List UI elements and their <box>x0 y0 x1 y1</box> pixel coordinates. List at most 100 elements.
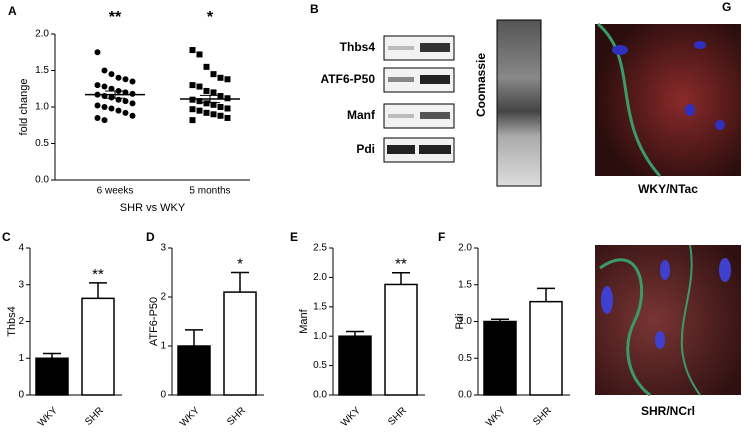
dot <box>203 87 210 94</box>
y-tick-label: 1.0 <box>313 331 327 342</box>
x-tick-label: SHR <box>531 405 554 428</box>
stain-label: Coomassie <box>474 53 488 117</box>
annotation: * <box>237 255 243 272</box>
dot <box>217 93 224 100</box>
dot <box>224 114 231 121</box>
x-tick-label: WKY <box>36 405 60 428</box>
dot <box>94 102 101 109</box>
dot <box>210 101 217 108</box>
x-tick-label: 6 weeks <box>97 186 134 197</box>
dot <box>115 74 122 81</box>
y-axis-label: Pdi <box>454 314 466 330</box>
dot <box>196 98 203 105</box>
band <box>419 145 451 154</box>
image-caption: SHR/NCrl <box>641 404 695 418</box>
y-tick-label: 0 <box>160 390 166 401</box>
annotation: ** <box>109 9 122 26</box>
blot-label: Pdi <box>356 142 375 156</box>
bar <box>338 335 372 396</box>
error-bar <box>231 271 249 293</box>
panel-label: A <box>8 4 17 18</box>
dot <box>203 100 210 107</box>
y-tick-label: 1.5 <box>35 65 49 76</box>
y-tick-label: 1.0 <box>35 102 49 113</box>
bar <box>177 345 211 396</box>
bar <box>529 300 563 396</box>
y-tick-label: 2 <box>160 292 166 303</box>
coomassie-gel <box>496 19 542 187</box>
dot <box>122 109 129 116</box>
panel-label: F <box>438 230 445 244</box>
dot <box>189 117 196 124</box>
dot <box>196 51 203 58</box>
dot <box>115 107 122 114</box>
dot <box>196 107 203 114</box>
y-tick-label: 3 <box>160 243 166 254</box>
dot <box>203 63 210 70</box>
dot <box>217 112 224 119</box>
y-tick-label: 2.0 <box>313 272 327 283</box>
error-bar <box>185 329 203 346</box>
dot <box>94 82 101 89</box>
dot <box>101 67 108 74</box>
y-tick-label: 4 <box>18 243 24 254</box>
dot <box>224 105 231 112</box>
dot <box>210 111 217 118</box>
dot <box>189 47 196 54</box>
image-caption: WKY/NTac <box>638 182 698 196</box>
band <box>388 46 414 50</box>
dot <box>129 112 136 119</box>
dot <box>210 89 217 96</box>
bar <box>223 291 257 396</box>
panel-label: D <box>146 230 155 244</box>
y-tick-label: 0 <box>18 390 24 401</box>
micrograph <box>595 22 741 177</box>
dot <box>108 94 115 101</box>
dot <box>217 74 224 81</box>
y-tick-label: 0.0 <box>313 390 327 401</box>
band <box>420 112 450 119</box>
panel-label: C <box>2 230 11 244</box>
x-tick-label: WKY <box>339 405 363 428</box>
x-axis-label: SHR vs WKY <box>120 202 186 214</box>
y-tick-label: 3 <box>18 279 24 290</box>
annotation: * <box>207 9 214 26</box>
annotation: ** <box>395 256 407 273</box>
x-tick-label: SHR <box>225 405 248 428</box>
dot <box>101 104 108 110</box>
dot <box>94 114 101 121</box>
annotation: ** <box>92 266 104 283</box>
error-bar <box>346 330 364 337</box>
y-tick-label: 0.5 <box>458 353 472 364</box>
y-tick-label: 0.0 <box>458 390 472 401</box>
y-tick-label: 2.0 <box>35 29 49 40</box>
bar <box>483 320 517 396</box>
y-axis-label: Manf <box>298 308 310 333</box>
dot <box>217 104 224 110</box>
y-tick-label: 1 <box>18 353 24 364</box>
y-tick-label: 2.0 <box>458 243 472 254</box>
bar <box>35 357 69 396</box>
y-tick-label: 0.5 <box>35 138 49 149</box>
dot <box>203 109 210 116</box>
dot <box>108 71 115 78</box>
x-tick-label: SHR <box>386 405 409 428</box>
y-tick-label: 2.5 <box>313 243 327 254</box>
error-bar <box>200 94 220 104</box>
bar <box>81 297 115 396</box>
blot-label: Thbs4 <box>340 40 376 54</box>
dot <box>210 71 217 78</box>
dot <box>108 85 115 92</box>
blot-label: Manf <box>347 108 376 122</box>
y-tick-label: 1.0 <box>458 316 472 327</box>
y-axis-label: Thbs4 <box>6 306 18 337</box>
error-bar <box>105 90 125 99</box>
y-axis-label: ATF6-P50 <box>148 297 160 346</box>
dot <box>101 117 108 124</box>
x-tick-label: SHR <box>83 405 106 428</box>
x-tick-label: 5 months <box>189 186 230 197</box>
blot-rows: Thbs4 ATF6-P50 Manf Pdi <box>321 35 455 163</box>
dot <box>101 83 108 90</box>
y-tick-label: 1.5 <box>313 301 327 312</box>
